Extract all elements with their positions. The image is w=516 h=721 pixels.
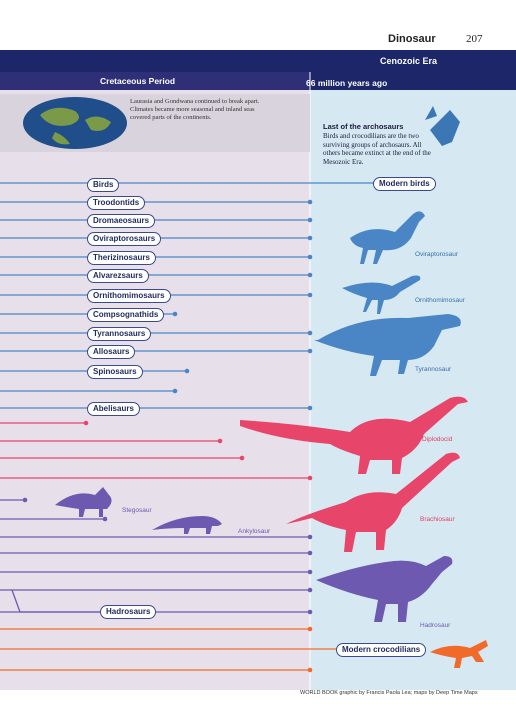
- lineage-end: [307, 199, 313, 205]
- blue-silhouettes: [314, 211, 461, 376]
- crocodilian: [430, 640, 488, 668]
- lineage-end: [307, 587, 313, 593]
- lineage-end: [307, 667, 313, 673]
- silhouette-label: Brachiosaur: [420, 516, 455, 523]
- silhouette-label: Stegosaur: [122, 507, 152, 514]
- lineage-end: [307, 217, 313, 223]
- sidebar-title: Last of the archosaurs: [323, 122, 404, 131]
- hadrosaur-branch: [11, 589, 100, 613]
- survivor-label: Modern crocodilians: [336, 643, 427, 657]
- running-title: Dinosaur: [388, 33, 436, 45]
- group-label: Oviraptorosaurs: [87, 232, 162, 246]
- stegosaur: [55, 487, 112, 517]
- lineage-end: [172, 388, 178, 394]
- lineage-end: [102, 516, 108, 522]
- cenozoic-label: Cenozoic Era: [380, 56, 438, 66]
- group-label: Allosaurs: [87, 345, 136, 359]
- silhouette-label: Hadrosaur: [420, 622, 451, 629]
- tyrannosaur: [314, 314, 461, 376]
- lineage-end: [22, 497, 28, 503]
- group-label: Tyrannosaurs: [87, 327, 152, 341]
- oviraptorosaur: [350, 211, 425, 264]
- group-label: Alvarezsaurs: [87, 269, 149, 283]
- cretaceous-panel: [0, 90, 310, 690]
- bird-silhouette: [425, 106, 460, 146]
- survivor-label: Modern birds: [373, 177, 436, 191]
- credit: WORLD BOOK graphic by Francis Paola Lea;…: [300, 690, 478, 696]
- silhouette-label: Ornithomimosaur: [415, 297, 465, 304]
- group-label: Abelisaurs: [87, 402, 140, 416]
- map-globe: [23, 97, 127, 149]
- boundary-label: 66 million years ago: [306, 78, 388, 88]
- lineage-end: [307, 550, 313, 556]
- group-label: Therizinosaurs: [87, 251, 156, 265]
- group-label: Dromaeosaurs: [87, 214, 156, 228]
- lineage-end: [184, 368, 190, 374]
- brachiosaur: [286, 452, 460, 552]
- lineage-end: [307, 609, 313, 615]
- map-land: [40, 107, 111, 145]
- lineage-end: [307, 292, 313, 298]
- lineage-end: [307, 534, 313, 540]
- lineage-end: [217, 438, 223, 444]
- lineage-end: [307, 475, 313, 481]
- hadrosaur: [316, 556, 453, 622]
- lineage-end: [307, 405, 313, 411]
- silhouette-label: Diplodocid: [422, 436, 453, 443]
- lineage-end: [172, 311, 178, 317]
- lineage-end: [307, 348, 313, 354]
- map-caption: Laurasia and Gondwana continued to break…: [130, 98, 260, 121]
- lineage-end: [307, 330, 313, 336]
- lineage-end: [307, 235, 313, 241]
- lineage-end: [307, 626, 313, 632]
- ankylosaur: [152, 516, 222, 534]
- lineage-end: [83, 420, 89, 426]
- diplodocid: [240, 396, 468, 474]
- group-label: Compsognathids: [87, 308, 165, 322]
- page-number: 207: [466, 33, 483, 45]
- group-label: Hadrosaurs: [100, 605, 157, 619]
- silhouette-label: Ankylosaur: [238, 528, 271, 535]
- cretaceous-label: Cretaceous Period: [100, 76, 176, 86]
- sidebar-body: Birds and crocodilians are the two survi…: [323, 132, 431, 166]
- ornithomimosaur: [342, 275, 421, 314]
- era-bar: [0, 50, 516, 72]
- group-label: Ornithomimosaurs: [87, 289, 171, 303]
- boundary-bar: [310, 72, 516, 90]
- period-bar: [0, 72, 310, 90]
- group-label: Troodontids: [87, 196, 146, 210]
- lineage-end: [307, 569, 313, 575]
- group-label: Spinosaurs: [87, 365, 143, 379]
- silhouette-label: Oviraptorosaur: [415, 251, 458, 258]
- lineage-end: [307, 254, 313, 260]
- lineage-end: [307, 272, 313, 278]
- lineage-end: [239, 455, 245, 461]
- silhouette-label: Tyrannosaur: [415, 366, 452, 373]
- group-label: Birds: [87, 178, 120, 192]
